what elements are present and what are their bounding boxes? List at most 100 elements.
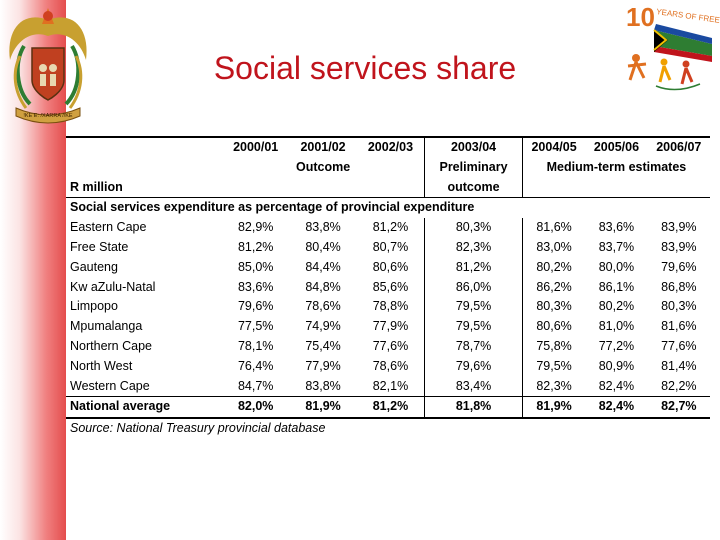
row-label: Northern Cape <box>70 338 152 353</box>
year-header: 2003/04 <box>424 136 523 158</box>
row-label: Eastern Cape <box>70 220 147 235</box>
year-header: 2002/03 <box>356 136 425 158</box>
table-row: Kw aZulu-Natal 83,6% 84,8% 85,6% 86,0% 86,2% 8… <box>66 277 710 298</box>
cell-value: 81,2% <box>372 220 409 235</box>
cell-value: 86,8% <box>661 279 697 294</box>
cell-value: 81,9% <box>289 396 357 420</box>
cell-value: 86,1% <box>598 279 635 294</box>
cell-value: 86,0% <box>424 277 523 298</box>
cell-value: 76,4% <box>237 358 274 373</box>
cell-value: 80,4% <box>305 239 341 254</box>
coat-of-arms-logo: !KE E: /XARRA //KE <box>9 8 87 124</box>
cell-value: 82,1% <box>372 378 409 393</box>
header-row-units: R million outcome <box>66 177 710 199</box>
row-label: Mpumalanga <box>70 319 143 334</box>
cell-value: 78,6% <box>305 299 341 314</box>
cell-value: 79,6% <box>424 356 523 377</box>
cell-value: 83,7% <box>598 239 635 254</box>
year-header: 2004/05 <box>521 136 586 158</box>
year-header: 2006/07 <box>647 136 710 158</box>
cell-value: 79,5% <box>424 317 523 337</box>
cell-value: 80,0% <box>598 259 635 274</box>
cell-value: 81,4% <box>661 358 697 373</box>
row-label: North West <box>70 358 133 373</box>
cell-value: 83,9% <box>661 220 697 235</box>
table-row: Eastern Cape 82,9% 83,8% 81,2% 80,3% 81,6% 83,… <box>66 218 710 238</box>
header-row-years: 2000/01 2001/02 2002/03 2003/04 2004/05 … <box>66 136 710 158</box>
expenditure-table: 2000/01 2001/02 2002/03 2003/04 2004/05 … <box>66 136 710 439</box>
row-label: Limpopo <box>70 299 118 314</box>
table-row: Northern Cape 78,1% 75,4% 77,6% 78,7% 75,8% 77… <box>66 336 710 357</box>
table-row: Free State 81,2% 80,4% 80,7% 82,3% 83,0% 83,7%… <box>66 237 710 258</box>
cell-value: 80,6% <box>372 259 409 274</box>
cell-value: 83,9% <box>661 239 697 254</box>
source-row: Source: National Treasury provincial dat… <box>66 418 710 439</box>
year-header: 2001/02 <box>289 136 357 158</box>
cell-value: 80,3% <box>424 218 523 238</box>
cell-value: 79,6% <box>661 259 697 274</box>
cell-value: 83,6% <box>237 279 274 294</box>
cell-value: 81,6% <box>521 218 586 238</box>
cell-value: 79,6% <box>237 299 274 314</box>
table-row: Mpumalanga 77,5% 74,9% 77,9% 79,5% 80,6% 81,0%… <box>66 317 710 337</box>
cell-value: 77,9% <box>372 319 409 334</box>
cell-value: 83,4% <box>424 376 523 397</box>
cell-value: 81,0% <box>598 319 635 334</box>
slide-title: Social services share <box>213 50 517 86</box>
outcome-group-label: Outcome <box>296 160 351 175</box>
cell-value: 82,4% <box>598 378 635 393</box>
year-header: 2005/06 <box>585 136 648 158</box>
header-row-groups: Outcome Preliminary Medium-term estimate… <box>66 157 710 178</box>
row-label: Gauteng <box>70 259 118 274</box>
cell-value: 81,8% <box>424 396 523 420</box>
cell-value: 81,9% <box>521 396 586 420</box>
svg-text:10: 10 <box>626 2 655 32</box>
table-row: Gauteng 85,0% 84,4% 80,6% 81,2% 80,2% 80,0% 79,… <box>66 257 710 278</box>
cell-value: 81,2% <box>237 239 274 254</box>
year-header: 2000/01 <box>222 136 290 158</box>
row-label: Western Cape <box>70 378 150 393</box>
cell-value: 85,0% <box>237 259 274 274</box>
row-label: Kw aZulu-Natal <box>70 279 156 294</box>
cell-value: 81,2% <box>356 396 425 420</box>
cell-value: 78,1% <box>237 338 274 353</box>
cell-value: 77,5% <box>237 319 274 334</box>
national-average-row: National average 82,0% 81,9% 81,2% 81,8%… <box>66 396 710 420</box>
cell-value: 82,2% <box>661 378 697 393</box>
cell-value: 82,3% <box>521 376 586 397</box>
cell-value: 78,7% <box>424 336 523 357</box>
cell-value: 80,9% <box>598 358 635 373</box>
cell-value: 82,3% <box>424 237 523 258</box>
ten-years-freedom-logo: 10 YEARS OF FREEDOM <box>626 2 720 91</box>
cell-value: 84,8% <box>305 279 341 294</box>
cell-value: 75,4% <box>305 338 341 353</box>
cell-value: 83,0% <box>521 237 586 258</box>
cell-value: 80,3% <box>521 297 586 318</box>
cell-value: 79,5% <box>424 297 523 318</box>
cell-value: 83,8% <box>305 378 341 393</box>
cell-value: 78,8% <box>372 299 409 314</box>
source-note: Source: National Treasury provincial dat… <box>70 421 326 436</box>
table-row: Limpopo 79,6% 78,6% 78,8% 79,5% 80,3% 80,2% 80,… <box>66 297 710 318</box>
row-label: Free State <box>70 239 129 254</box>
cell-value: 81,6% <box>661 319 697 334</box>
cell-value: 80,6% <box>521 317 586 337</box>
cell-value: 83,8% <box>305 220 341 235</box>
unit-label: R million <box>66 177 222 199</box>
section-heading: Social services expenditure as percentag… <box>70 200 475 215</box>
preliminary-label: Preliminary <box>424 157 523 178</box>
svg-text:!KE E: /XARRA //KE: !KE E: /XARRA //KE <box>23 113 73 119</box>
cell-value: 80,2% <box>521 257 586 278</box>
cell-value: 80,3% <box>661 299 697 314</box>
cell-value: 81,2% <box>424 257 523 278</box>
row-label: National average <box>66 396 222 420</box>
cell-value: 74,9% <box>305 319 341 334</box>
cell-value: 82,7% <box>647 396 710 420</box>
cell-value: 79,5% <box>521 356 586 377</box>
cell-value: 84,7% <box>237 378 274 393</box>
cell-value: 85,6% <box>372 279 409 294</box>
cell-value: 82,9% <box>237 220 274 235</box>
medium-term-label: Medium-term estimates <box>521 157 710 178</box>
cell-value: 80,2% <box>598 299 635 314</box>
cell-value: 80,7% <box>372 239 409 254</box>
